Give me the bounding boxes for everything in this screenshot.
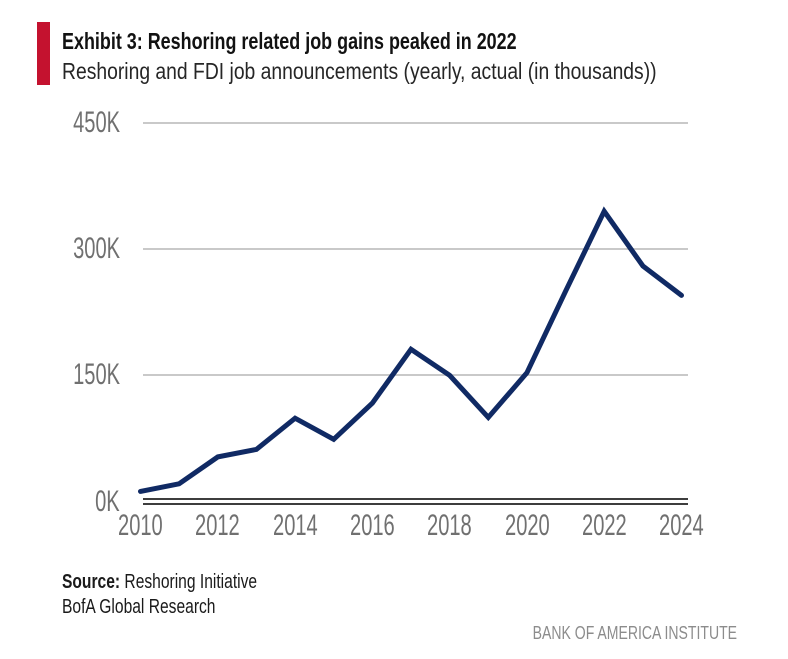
trend-line [138, 206, 684, 494]
y-tick-label: 0K [95, 484, 120, 518]
x-tick-label: 2020 [504, 509, 550, 542]
x-tick-label: 2010 [118, 509, 163, 542]
y-tick-label: 150K [73, 358, 120, 392]
chart-subtitle-text: Reshoring and FDI job announcements (yea… [62, 58, 657, 84]
gridline [143, 374, 688, 377]
institute-label: BANK OF AMERICA INSTITUTE [475, 620, 737, 646]
research-line: BofA Global Research [62, 596, 216, 618]
gridline [143, 248, 688, 251]
plot-svg [138, 206, 684, 494]
x-tick-label: 2018 [427, 509, 473, 542]
source-value: Reshoring Initiative [124, 571, 258, 593]
x-tick-label: 2012 [195, 509, 241, 542]
institute-label-text: BANK OF AMERICA INSTITUTE [532, 623, 737, 643]
source-block: Source: Reshoring Initiative BofA Global… [62, 570, 312, 620]
x-axis-line [143, 498, 688, 505]
x-tick-label: 2022 [581, 509, 627, 542]
x-tick-label: 2014 [272, 509, 318, 542]
x-tick-label: 2016 [349, 509, 395, 542]
y-tick-label: 450K [73, 106, 120, 139]
y-tick-label: 300K [73, 232, 120, 266]
exhibit-accent-bar [37, 22, 50, 85]
x-tick-label: 2024 [659, 509, 704, 542]
chart-subtitle: Reshoring and FDI job announcements (yea… [62, 54, 770, 88]
source-label: Source: [62, 571, 121, 593]
exhibit-title: Exhibit 3: Reshoring related job gains p… [62, 24, 645, 58]
exhibit-title-text: Exhibit 3: Reshoring related job gains p… [62, 28, 517, 54]
gridline [143, 122, 688, 124]
source-line: Source: Reshoring Initiative [62, 570, 312, 595]
